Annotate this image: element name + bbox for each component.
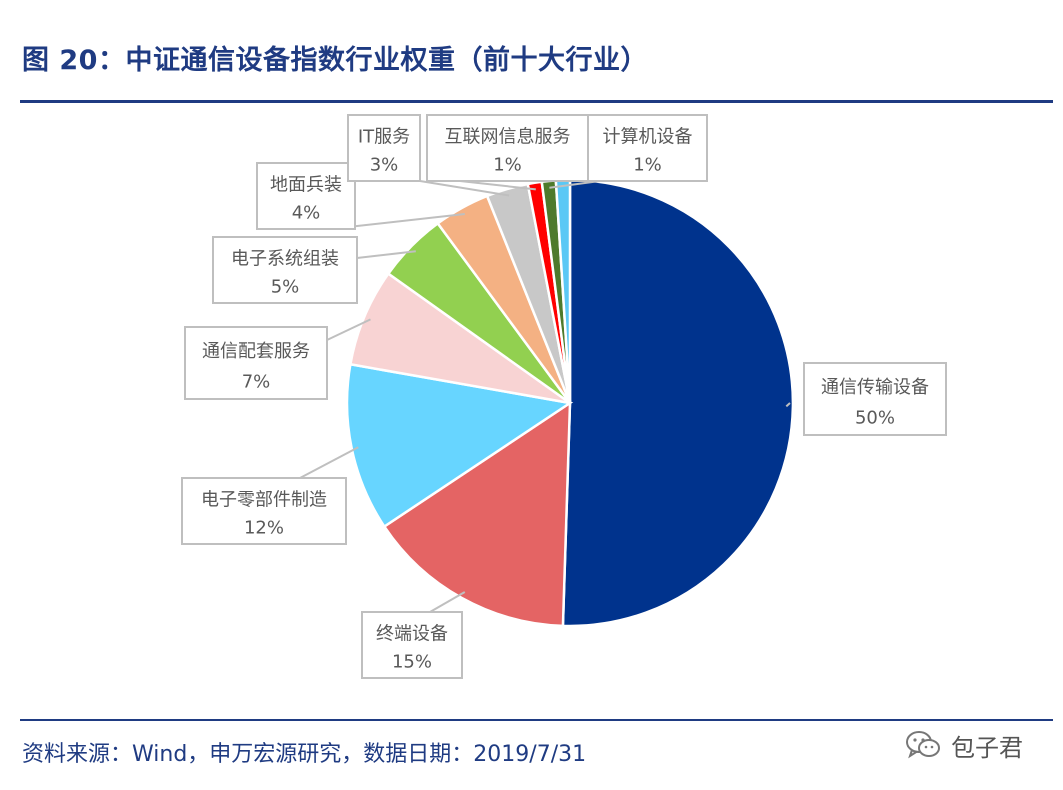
slice-label: 通信配套服务 — [202, 341, 310, 362]
callout-leader-line — [785, 402, 791, 408]
callout-leader-line — [356, 250, 416, 259]
figure-title: 图 20：中证通信设备指数行业权重（前十大行业） — [22, 45, 648, 76]
pie-slice — [561, 178, 795, 628]
slice-label: 计算机设备 — [603, 127, 693, 148]
top-cropped-text-strip — [0, 0, 1063, 14]
slice-label: 电子系统组装 — [231, 249, 339, 270]
source-note: 资料来源：Wind，申万宏源研究，数据日期：2019/7/31 — [22, 742, 587, 767]
slice-value-label: 1% — [633, 154, 662, 175]
watermark-text: 包子君 — [951, 733, 1023, 762]
slice-value-label: 1% — [493, 154, 522, 175]
callout-leader-line — [459, 180, 536, 191]
slice-value-label: 15% — [392, 651, 432, 672]
callout-box — [184, 326, 328, 400]
slice-label: 互联网信息服务 — [445, 127, 571, 148]
slice-label: 电子零部件制造 — [201, 490, 327, 511]
slice-value-label: 3% — [370, 154, 399, 175]
slice-label: 地面兵装 — [270, 175, 342, 196]
callout-box — [361, 611, 463, 679]
slice-label: IT服务 — [358, 127, 410, 148]
callout-leader-line — [299, 446, 359, 479]
callout-box — [256, 162, 356, 230]
callout-leader-line — [429, 591, 466, 613]
slice-value-label: 50% — [855, 407, 895, 428]
wechat-icon — [906, 731, 940, 759]
slice-label: 终端设备 — [376, 624, 448, 645]
callout-leader-line — [419, 180, 510, 197]
pie-slice — [345, 362, 574, 529]
callout-box — [347, 114, 421, 182]
callout-box — [181, 477, 347, 545]
slice-label: 通信传输设备 — [821, 377, 929, 398]
callout-box — [803, 362, 947, 436]
watermark: 包子君 — [905, 727, 1023, 763]
slice-value-label: 5% — [271, 276, 300, 297]
source-divider — [20, 719, 1053, 721]
slice-value-label: 12% — [244, 517, 284, 538]
title-divider — [20, 100, 1053, 103]
callout-leader-line — [326, 318, 371, 341]
pie-slice — [382, 400, 572, 628]
slice-value-label: 4% — [292, 202, 321, 223]
callout-leader-line — [549, 180, 601, 189]
slice-value-label: 7% — [242, 371, 271, 392]
callout-box — [212, 236, 358, 304]
callout-box — [587, 114, 708, 182]
